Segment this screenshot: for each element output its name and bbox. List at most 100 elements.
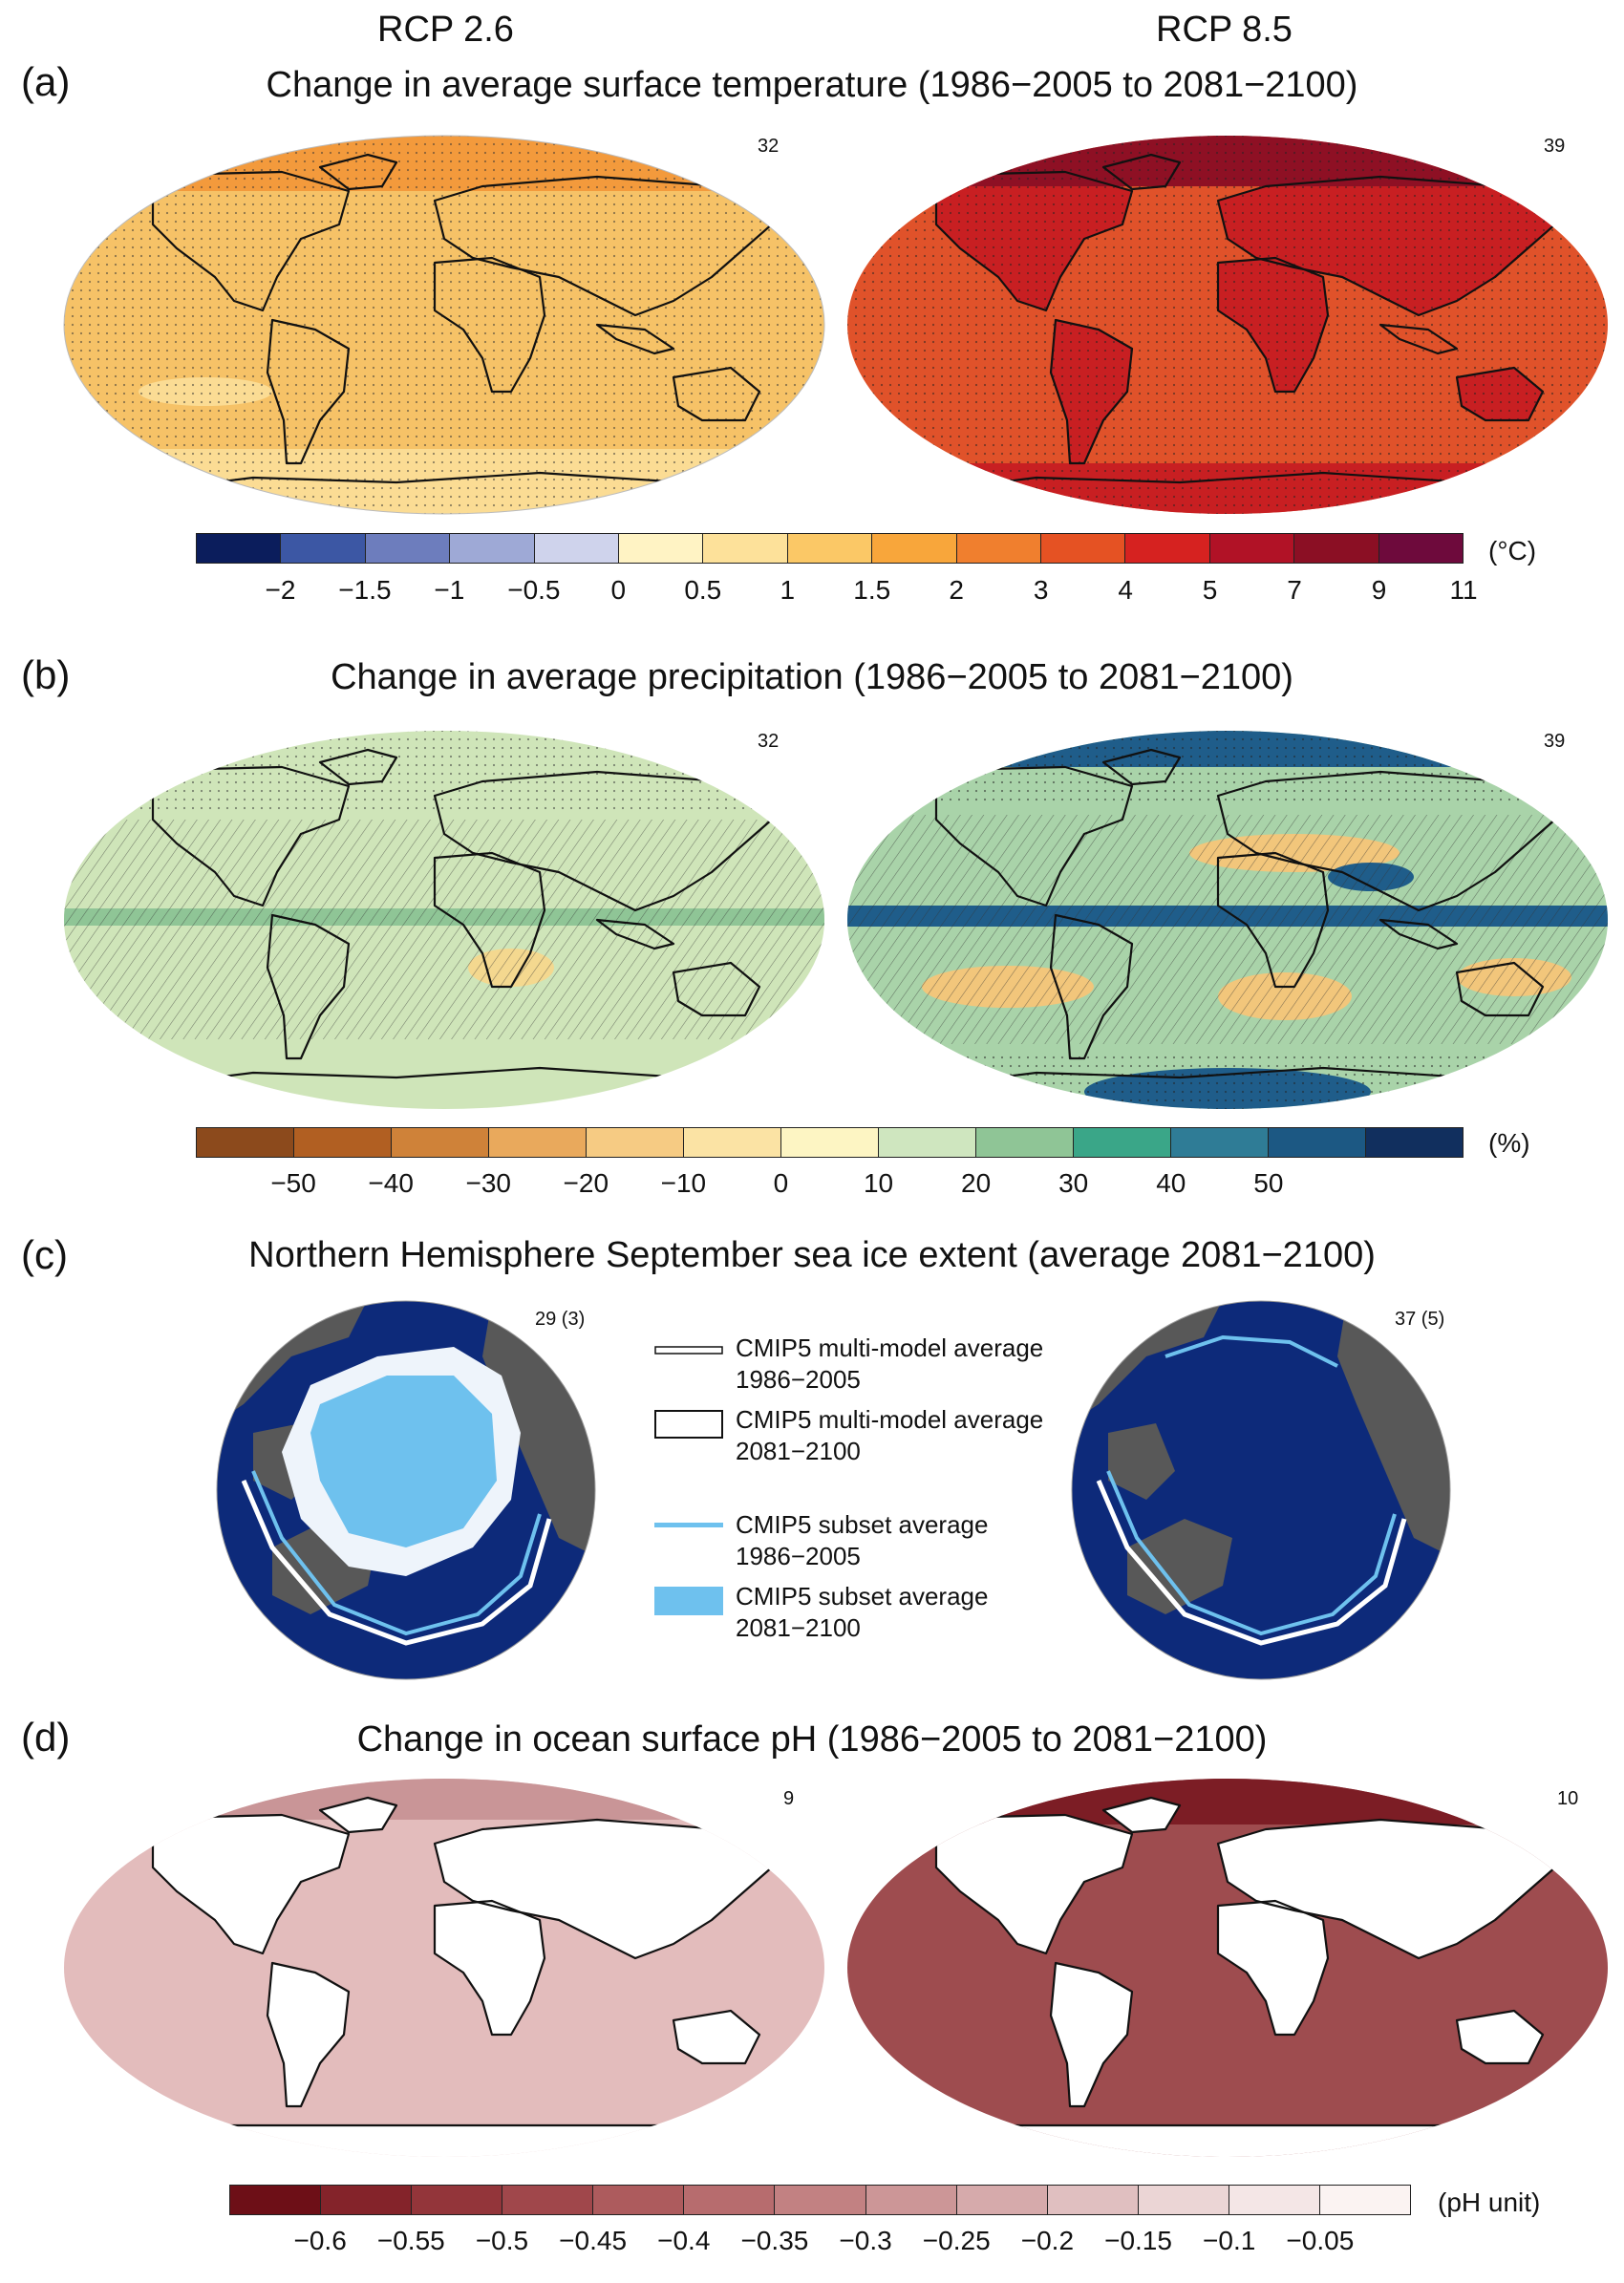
colorbar-tick-label: −0.3 — [839, 2226, 892, 2255]
colorbar-tick-label: 11 — [1449, 575, 1478, 605]
panel-a-colorbar-ticks: −2 −1.5 −1 −0.5 0 0.5 1 1.5 2 3 4 5 7 9 11 — [196, 575, 1477, 613]
colorbar-segment — [365, 534, 451, 563]
colorbar-tick-label: 0 — [773, 1168, 789, 1198]
panel-d-colorbar — [229, 2185, 1411, 2215]
colorbar-tick-label: 1 — [780, 575, 796, 605]
colorbar-tick-label: −0.5 — [507, 575, 561, 605]
panel-b-colorbar-ticks: −50 −40 −30 −20 −10 0 10 20 30 40 50 — [196, 1168, 1462, 1206]
panel-c-letter: (c) — [21, 1232, 68, 1277]
colorbar-tick-label: −0.4 — [657, 2226, 711, 2255]
colorbar-segment — [1366, 1128, 1463, 1157]
colorbar-segment — [450, 534, 535, 563]
colorbar-segment — [1294, 534, 1379, 563]
colorbar-tick-label: −0.6 — [293, 2226, 347, 2255]
colorbar-segment — [1125, 534, 1210, 563]
panel-c-title: Northern Hemisphere September sea ice ex… — [248, 1235, 1376, 1275]
panel-d-count-right: 10 — [1557, 1788, 1579, 1809]
colorbar-tick-label: −0.1 — [1203, 2226, 1256, 2255]
colorbar-tick-label: 0 — [610, 575, 627, 605]
colorbar-tick-label: 7 — [1287, 575, 1302, 605]
panel-a-letter: (a) — [21, 59, 71, 104]
colorbar-segment — [392, 1128, 489, 1157]
colorbar-tick-label: 10 — [863, 1168, 894, 1198]
colorbar-tick-label: −50 — [270, 1168, 316, 1198]
panel-a-title: Change in average surface temperature (1… — [266, 65, 1358, 105]
colorbar-tick-label: −0.55 — [376, 2226, 445, 2255]
colorbar-tick-label: 4 — [1118, 575, 1133, 605]
colorbar-tick-label: 30 — [1058, 1168, 1089, 1198]
colorbar-tick-label: 0.5 — [684, 575, 722, 605]
colorbar-segment — [230, 2186, 322, 2214]
panel-a-count-left: 32 — [758, 136, 780, 157]
colorbar-segment — [502, 2186, 594, 2214]
panel-d-letter: (d) — [21, 1715, 71, 1760]
colorbar-segment — [684, 1128, 781, 1157]
colorbar-tick-label: −0.2 — [1020, 2226, 1075, 2255]
colorbar-segment — [593, 2186, 685, 2214]
panel-c-polar-map-rcp26 — [215, 1299, 597, 1681]
colorbar-segment — [281, 534, 366, 563]
colorbar-tick-label: −40 — [368, 1168, 414, 1198]
colorbar-tick-label: 20 — [961, 1168, 992, 1198]
legend-text: CMIP5 multi-model average 1986−2005 — [736, 1334, 1044, 1394]
colorbar-tick-label: −20 — [563, 1168, 609, 1198]
colorbar-tick-label: 9 — [1371, 575, 1387, 605]
panel-b-unit: (%) — [1488, 1128, 1530, 1158]
panel-c-count-right: 37 (5) — [1395, 1309, 1445, 1330]
column-header-rcp85: RCP 8.5 — [1156, 10, 1293, 50]
colorbar-segment — [197, 1128, 294, 1157]
colorbar-segment — [703, 534, 788, 563]
colorbar-tick-label: 40 — [1156, 1168, 1186, 1198]
colorbar-tick-label: 2 — [949, 575, 964, 605]
legend-multimodel-2081-2100: CMIP5 multi-model average 2081−2100 — [654, 1404, 1056, 1471]
panel-b-map-rcp26 — [62, 729, 826, 1111]
legend-multimodel-1986-2005: CMIP5 multi-model average 1986−2005 — [654, 1333, 1056, 1399]
panel-c-count-left: 29 (3) — [535, 1309, 586, 1330]
panel-d-colorbar-ticks: −0.6 −0.55 −0.5 −0.45 −0.4 −0.35 −0.3 −0.25 −0.2… — [229, 2226, 1409, 2264]
colorbar-segment — [1074, 1128, 1171, 1157]
colorbar-segment — [619, 534, 704, 563]
panel-c-polar-map-rcp85 — [1070, 1299, 1452, 1681]
legend-text: CMIP5 subset average 1986−2005 — [736, 1510, 989, 1570]
colorbar-segment — [879, 1128, 976, 1157]
legend-text: CMIP5 subset average 2081−2100 — [736, 1582, 989, 1642]
colorbar-tick-label: −0.05 — [1286, 2226, 1355, 2255]
colorbar-segment — [534, 534, 620, 563]
colorbar-tick-label: −0.15 — [1104, 2226, 1172, 2255]
colorbar-segment — [1209, 534, 1295, 563]
blue-box-icon — [654, 1587, 723, 1615]
blue-line-icon — [654, 1523, 723, 1527]
legend-text: CMIP5 multi-model average 2081−2100 — [736, 1405, 1044, 1465]
colorbar-segment — [1041, 534, 1126, 563]
legend-subset-2081-2100: CMIP5 subset average 2081−2100 — [654, 1581, 1056, 1648]
colorbar-segment — [787, 534, 873, 563]
panel-d-map-rcp85 — [845, 1777, 1610, 2159]
panel-b-title: Change in average precipitation (1986−20… — [331, 657, 1293, 697]
colorbar-segment — [321, 2186, 413, 2214]
panel-d-title: Change in ocean surface pH (1986−2005 to… — [356, 1719, 1268, 1760]
colorbar-tick-label: 50 — [1253, 1168, 1284, 1198]
panel-b-map-rcp85 — [845, 729, 1610, 1111]
colorbar-segment — [976, 1128, 1074, 1157]
colorbar-segment — [1319, 2186, 1411, 2214]
colorbar-tick-label: −0.45 — [559, 2226, 628, 2255]
colorbar-segment — [781, 1128, 879, 1157]
double-line-icon — [654, 1346, 723, 1355]
panel-d-unit: (pH unit) — [1438, 2187, 1541, 2217]
colorbar-tick-label: −1 — [434, 575, 465, 605]
panel-d-map-rcp26 — [62, 1777, 826, 2159]
colorbar-segment — [956, 534, 1042, 563]
panel-a-unit: (°C) — [1488, 536, 1537, 565]
colorbar-segment — [1171, 1128, 1269, 1157]
panel-b-count-right: 39 — [1544, 731, 1566, 752]
panel-a-map-rcp85 — [845, 134, 1610, 516]
legend-subset-1986-2005: CMIP5 subset average 1986−2005 — [654, 1509, 1056, 1576]
colorbar-tick-label: −2 — [265, 575, 296, 605]
colorbar-tick-label: −0.25 — [922, 2226, 991, 2255]
colorbar-segment — [956, 2186, 1048, 2214]
panel-b-colorbar — [196, 1127, 1464, 1158]
panel-a-colorbar — [196, 533, 1464, 564]
colorbar-tick-label: −0.5 — [475, 2226, 529, 2255]
panel-a-map-rcp26 — [62, 134, 826, 516]
colorbar-segment — [1138, 2186, 1229, 2214]
